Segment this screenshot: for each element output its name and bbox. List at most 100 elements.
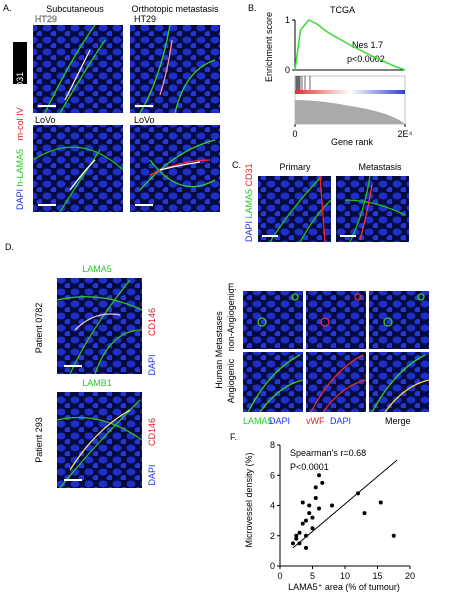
patient: Patient 0782 [34,303,44,354]
stain: LAMA5 [244,189,254,219]
micrographs [56,278,143,489]
stain: h-LAMA5 [15,149,25,187]
x-label: LAMA5⁺ area (% of tumour) [288,582,400,592]
stain: CD31 [15,72,25,95]
point [378,500,383,505]
x-tick-label: 10 [340,571,350,581]
stain: DAPI [15,189,25,210]
patient: Patient 293 [34,417,44,463]
column-label: vWF [306,416,325,426]
x-tick-label: 2E⁴ [398,129,413,139]
point [310,526,315,531]
point [294,536,299,541]
y-tick-label: 6 [270,470,275,480]
point [297,541,302,546]
point [297,530,302,535]
column-label: DAPI [330,416,351,426]
stain-labels: DAPI h-LAMA5 m-col IV CD31 [15,72,25,210]
stain-labels: CD146 [147,308,157,336]
panel-letter: F. [230,432,237,442]
panel-letter: A. [3,3,12,13]
marker: LAMA5 [82,264,112,274]
point [294,533,299,538]
x-tick-label: 0 [292,129,297,139]
stain: DAPI [244,221,254,242]
cell-line: LoVo [134,115,155,125]
column-label: DAPI [269,416,290,426]
point [313,485,318,490]
point [291,541,295,546]
y-tick-label: 8 [270,440,275,450]
point [307,511,312,516]
annotation: Nes 1.7 [352,40,383,50]
marker: LAMB1 [82,378,112,388]
column-label: Orthotopic metastasis [131,4,219,14]
column-label: Primary [280,162,311,172]
annotation: p<0.0002 [347,54,385,64]
stain-labels: DAPI [147,464,157,485]
fit-line [292,459,398,549]
point [300,521,305,526]
point [304,518,308,523]
row-label: non-Angiogenic [226,288,236,351]
stain: CD31 [244,163,254,186]
annotation: P<0.0001 [290,462,329,472]
y-tick-label: 1 [285,15,290,25]
point [362,511,367,516]
point [391,533,396,538]
x-tick-label: 15 [372,571,382,581]
micrographs [258,175,409,243]
enrichment-curve [294,19,406,71]
y-tick-label: 0 [285,65,290,75]
panel-letter: B. [248,3,257,13]
stain: m-col IV [15,107,25,140]
chart-title: TCGA [330,5,355,15]
gsea-plot: 0 1 0 2E⁴ [285,15,413,139]
panel-letter: C. [232,160,241,170]
y-tick-label: 4 [270,501,275,511]
y-label: Microvessel density (%) [244,452,254,547]
stain: CD146 [147,308,157,336]
column-label: LAMA5 [243,416,273,426]
x-tick-label: 5 [310,571,315,581]
point [304,533,308,538]
stain: CD146 [147,418,157,446]
stain: DAPI [147,354,157,375]
column-label: Subcutaneous [46,4,104,14]
panel-letter: E. [228,282,237,292]
y-label: Enrichment score [264,12,274,82]
column-label: Merge [385,416,411,426]
row-label: Angiogenic [226,358,236,403]
point [330,503,334,508]
point [310,515,315,520]
point [317,473,321,478]
cell-line: LoVo [35,115,56,125]
micrographs [243,291,430,413]
stain: DAPI [147,464,157,485]
scatter-plot: 0 2 4 6 8 0 5 10 15 20 [270,440,415,581]
cell-line: HT29 [35,14,57,24]
cell-line: HT29 [134,14,156,24]
x-label: Gene rank [331,137,374,147]
y-tick-label: 0 [270,561,275,571]
x-tick-label: 0 [277,571,282,581]
point [300,500,305,505]
stain-labels: DAPI [147,354,157,375]
column-label: Metastasis [358,162,402,172]
micrographs [32,24,220,213]
stain-labels: CD146 [147,418,157,446]
x-tick-label: 20 [405,571,415,581]
point [313,495,318,500]
point [304,545,308,550]
point [307,503,312,508]
group-label: Human Metastases [214,311,224,389]
point [320,480,325,485]
point [317,506,321,511]
y-tick-label: 2 [270,531,275,541]
annotation: Spearman’s r=0.68 [290,448,366,458]
panel-letter: D. [5,242,14,252]
gsea-panels [294,75,406,125]
stain-labels: DAPI LAMA5 CD31 [244,163,254,242]
